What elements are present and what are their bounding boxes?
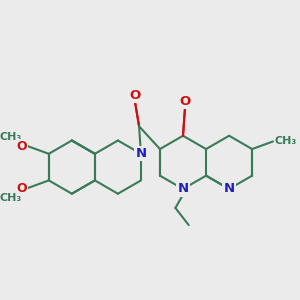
Text: O: O — [17, 140, 28, 153]
Text: O: O — [179, 95, 191, 108]
Text: N: N — [177, 182, 189, 196]
Text: CH₃: CH₃ — [0, 132, 22, 142]
Text: CH₃: CH₃ — [0, 193, 22, 202]
Text: CH₃: CH₃ — [275, 136, 297, 146]
Text: O: O — [130, 89, 141, 102]
Text: O: O — [17, 182, 28, 194]
Text: N: N — [135, 147, 146, 160]
Text: N: N — [224, 182, 235, 196]
